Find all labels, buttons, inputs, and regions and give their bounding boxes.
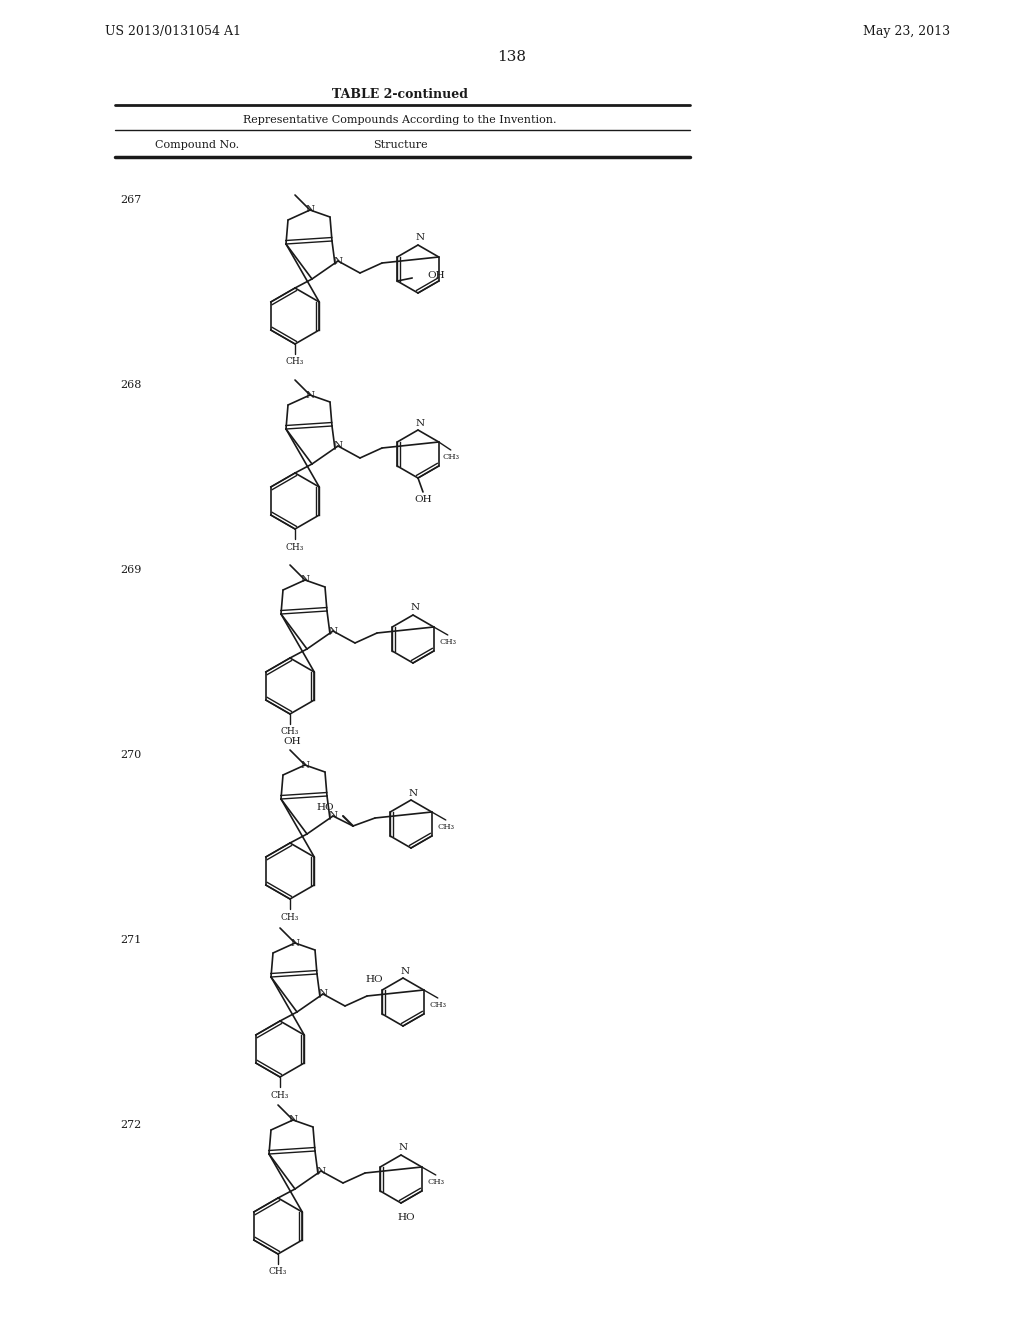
Text: CH₃: CH₃ [437, 822, 455, 832]
Text: OH: OH [284, 738, 301, 747]
Text: N: N [400, 966, 410, 975]
Text: OH: OH [427, 272, 444, 281]
Text: TABLE 2-continued: TABLE 2-continued [332, 88, 468, 102]
Text: N: N [305, 206, 314, 214]
Text: N: N [416, 418, 425, 428]
Text: N: N [329, 627, 338, 635]
Text: N: N [329, 812, 338, 821]
Text: N: N [316, 1167, 326, 1176]
Text: CH₃: CH₃ [429, 1001, 446, 1008]
Text: 268: 268 [120, 380, 141, 389]
Text: CH₃: CH₃ [281, 912, 299, 921]
Text: N: N [411, 603, 420, 612]
Text: CH₃: CH₃ [442, 453, 460, 461]
Text: N: N [300, 760, 309, 770]
Text: CH₃: CH₃ [270, 1090, 289, 1100]
Text: CH₃: CH₃ [269, 1267, 287, 1276]
Text: 270: 270 [120, 750, 141, 760]
Text: 138: 138 [498, 50, 526, 63]
Text: Representative Compounds According to the Invention.: Representative Compounds According to th… [244, 115, 557, 125]
Text: CH₃: CH₃ [427, 1177, 444, 1185]
Text: May 23, 2013: May 23, 2013 [863, 25, 950, 38]
Text: N: N [416, 234, 425, 243]
Text: HO: HO [366, 975, 383, 985]
Text: HO: HO [397, 1213, 415, 1222]
Text: N: N [289, 1115, 298, 1125]
Text: 267: 267 [120, 195, 141, 205]
Text: N: N [291, 939, 300, 948]
Text: N: N [300, 576, 309, 585]
Text: 269: 269 [120, 565, 141, 576]
Text: US 2013/0131054 A1: US 2013/0131054 A1 [105, 25, 241, 38]
Text: Structure: Structure [373, 140, 427, 150]
Text: N: N [334, 256, 343, 265]
Text: CH₃: CH₃ [286, 358, 304, 367]
Text: HO: HO [316, 804, 334, 813]
Text: N: N [305, 391, 314, 400]
Text: N: N [398, 1143, 408, 1152]
Text: CH₃: CH₃ [281, 727, 299, 737]
Text: N: N [409, 788, 418, 797]
Text: Compound No.: Compound No. [155, 140, 240, 150]
Text: 272: 272 [120, 1119, 141, 1130]
Text: N: N [318, 990, 328, 998]
Text: N: N [334, 441, 343, 450]
Text: 271: 271 [120, 935, 141, 945]
Text: CH₃: CH₃ [439, 638, 457, 645]
Text: CH₃: CH₃ [286, 543, 304, 552]
Text: OH: OH [414, 495, 432, 504]
